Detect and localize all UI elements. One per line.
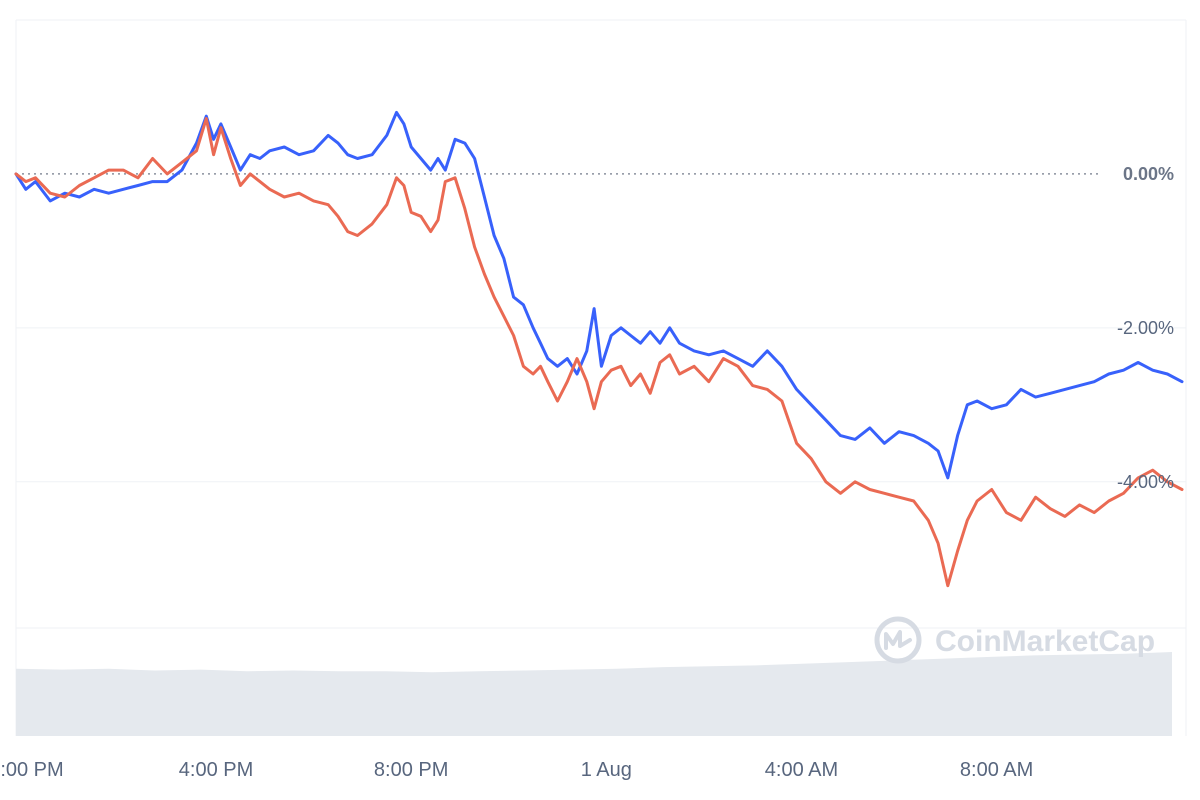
watermark-text: CoinMarketCap <box>935 625 1155 658</box>
coinmarketcap-watermark: CoinMarketCap <box>874 616 1155 664</box>
x-tick-label: 4:00 PM <box>179 759 253 781</box>
x-axis: 12:00 PM 4:00 PM 8:00 PM 1 Aug 4:00 AM 8:00 A… <box>0 759 1033 781</box>
x-tick-label: 12:00 PM <box>0 759 64 781</box>
y-axis: 0.00% -2.00% -4.00% <box>1117 164 1174 492</box>
x-tick-label: 8:00 PM <box>374 759 448 781</box>
x-tick-label: 8:00 AM <box>960 759 1033 781</box>
grid-layer <box>15 19 1187 736</box>
volume-area <box>16 652 1172 736</box>
x-tick-label: 1 Aug <box>581 759 632 781</box>
y-tick-label: -4.00% <box>1117 472 1174 492</box>
volume-fill <box>16 652 1172 736</box>
series-line-1 <box>14 110 1184 480</box>
series-line-2 <box>14 117 1184 588</box>
coinmarketcap-logo-icon <box>874 616 922 664</box>
y-tick-label: 0.00% <box>1123 164 1174 184</box>
series-layer <box>14 110 1184 588</box>
y-tick-label: -2.00% <box>1117 318 1174 338</box>
x-tick-label: 4:00 AM <box>765 759 838 781</box>
